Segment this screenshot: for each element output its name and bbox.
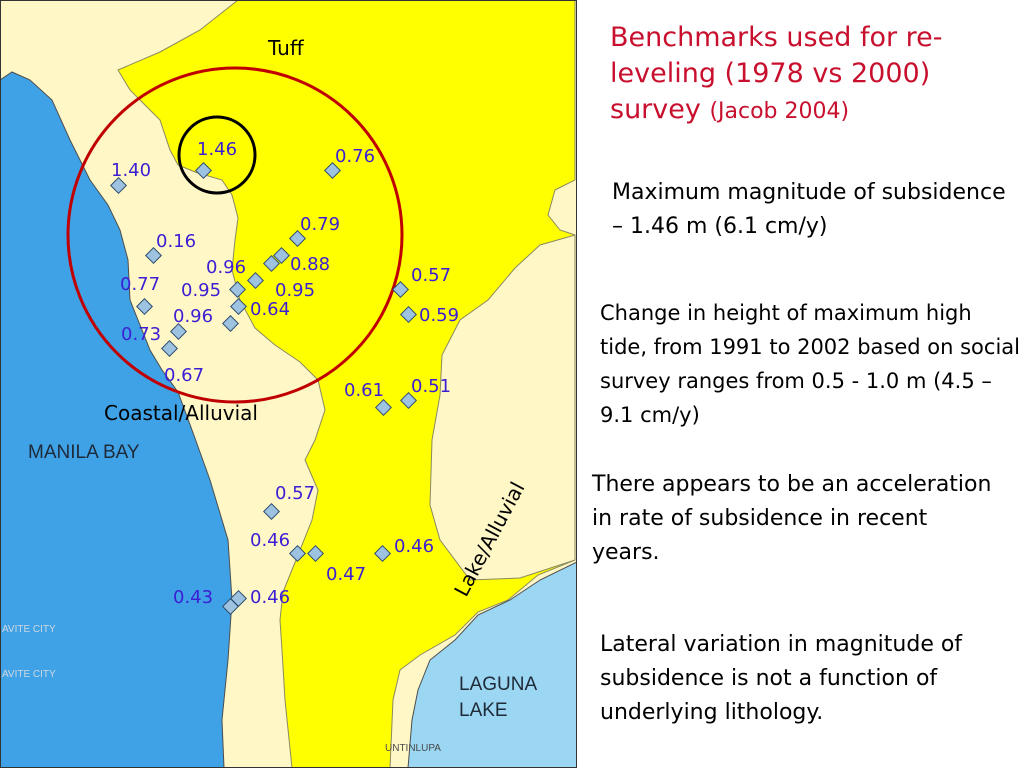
benchmark-marker [110, 177, 127, 194]
benchmark-value: 0.61 [344, 380, 384, 401]
benchmark-value: 0.51 [411, 376, 451, 397]
benchmark-value: 1.40 [111, 160, 151, 181]
benchmark-marker [400, 392, 417, 409]
benchmark-marker [247, 272, 264, 289]
subsidence-zone-circle [66, 66, 404, 404]
benchmark-value: 0.77 [120, 274, 160, 295]
lake-alluvial-strip [429, 234, 576, 581]
manila-bay-label: MANILA BAY [28, 442, 140, 463]
slide-title-citation: (Jacob 2004) [709, 99, 850, 124]
note-lateral-variation: Lateral variation in magnitude of subsid… [600, 632, 963, 725]
benchmark-marker [195, 162, 212, 179]
benchmark-value: 0.95 [275, 280, 315, 301]
benchmark-marker [307, 545, 324, 562]
benchmark-value: 0.46 [250, 530, 290, 551]
benchmark-value: 0.16 [156, 231, 196, 252]
note-high-tide: Change in height of maximum high tide, f… [600, 301, 1020, 427]
slide-title: Benchmarks used for re-leveling (1978 vs… [610, 20, 1020, 130]
benchmark-marker [170, 323, 187, 340]
benchmark-marker [263, 255, 280, 272]
benchmark-marker [145, 247, 162, 264]
benchmark-marker [374, 545, 391, 562]
laguna-lake-label-line2: LAKE [459, 700, 508, 721]
benchmark-value: 0.88 [290, 254, 330, 275]
max-subsidence-circle [177, 115, 257, 195]
benchmark-marker [222, 315, 239, 332]
benchmark-marker [289, 545, 306, 562]
benchmark-value: 0.46 [250, 587, 290, 608]
manila-bay [0, 71, 233, 768]
place-label: UNTINLUPA [385, 743, 441, 754]
benchmark-marker [136, 298, 153, 315]
benchmark-value: 0.95 [181, 280, 221, 301]
benchmark-value: 0.73 [121, 324, 161, 345]
benchmark-value: 0.76 [335, 146, 375, 167]
benchmark-marker [230, 298, 247, 315]
place-label: AVITE CITY [2, 624, 56, 635]
unit-label-tuff: Tuff [267, 36, 305, 60]
benchmark-value: 0.59 [419, 305, 459, 326]
benchmark-marker [229, 281, 246, 298]
benchmark-markers [110, 162, 417, 615]
tuff-area [117, 0, 576, 768]
benchmark-value: 0.64 [250, 299, 290, 320]
benchmark-marker [392, 281, 409, 298]
benchmark-value: 0.46 [394, 536, 434, 557]
benchmark-value: 0.96 [173, 306, 213, 327]
benchmark-marker [375, 399, 392, 416]
benchmark-value: 0.67 [164, 365, 204, 386]
benchmark-value: 0.43 [173, 587, 213, 608]
slide-title-main: Benchmarks used for re-leveling (1978 vs… [610, 22, 943, 125]
benchmark-value: 0.57 [411, 265, 451, 286]
benchmark-marker [161, 340, 178, 357]
note-acceleration: There appears to be an acceleration in r… [592, 472, 992, 565]
unit-label-coastal-alluvial: Coastal/Alluvial [104, 401, 258, 425]
benchmark-marker [400, 306, 417, 323]
laguna-lake [407, 561, 577, 768]
benchmark-value: 0.96 [206, 257, 246, 278]
benchmark-marker [324, 162, 341, 179]
note-max-subsidence: Maximum magnitude of subsidence – 1.46 m… [612, 180, 1006, 239]
benchmark-marker [230, 590, 247, 607]
laguna-lake-label-line1: LAGUNA [459, 674, 537, 695]
benchmark-value: 0.79 [300, 214, 340, 235]
benchmark-marker [289, 230, 306, 247]
benchmark-value: 1.46 [197, 139, 237, 160]
benchmark-value: 0.47 [326, 564, 366, 585]
subsidence-map: 1.46 1.40 0.76 0.79 0.16 0.88 0.96 0.77 … [0, 0, 577, 768]
benchmark-marker [273, 247, 290, 264]
benchmark-marker [263, 503, 280, 520]
benchmark-value: 0.57 [275, 483, 315, 504]
place-label: AVITE CITY [2, 669, 56, 680]
